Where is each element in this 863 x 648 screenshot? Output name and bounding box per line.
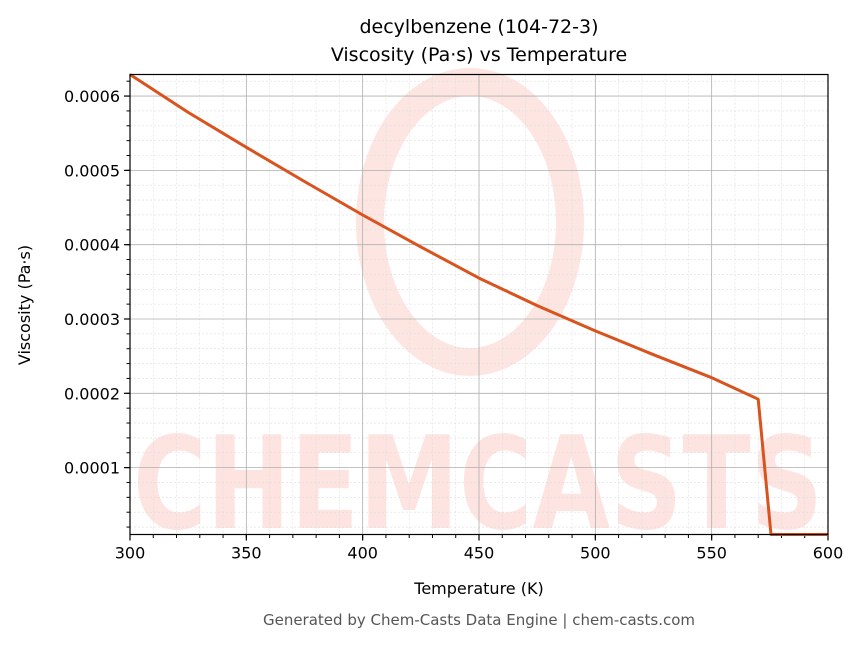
- watermark-ring: [356, 68, 584, 376]
- viscosity-line: [129, 73, 828, 536]
- x-tick-label: 600: [813, 544, 844, 563]
- x-tick-label: 450: [464, 544, 495, 563]
- y-tick-label: 0.0002: [64, 384, 120, 403]
- y-tick-label: 0.0003: [64, 310, 120, 329]
- y-tick-label: 0.0004: [64, 236, 120, 255]
- x-tick-label: 400: [347, 544, 378, 563]
- y-axis-label: Viscosity (Pa·s): [15, 245, 34, 365]
- chart-title: decylbenzene (104-72-3): [359, 16, 598, 38]
- x-axis-label: Temperature (K): [413, 579, 543, 598]
- y-tick-label: 0.0001: [64, 459, 120, 478]
- x-tick-label: 500: [580, 544, 611, 563]
- chart-subtitle: Viscosity (Pa·s) vs Temperature: [331, 44, 627, 66]
- footer-credit: Generated by Chem-Casts Data Engine | ch…: [263, 611, 695, 629]
- x-tick-label: 550: [696, 544, 727, 563]
- x-tick-label: 300: [115, 544, 146, 563]
- y-tick-label: 0.0006: [64, 87, 120, 106]
- y-tick-label: 0.0005: [64, 161, 120, 180]
- plot-frame: [129, 73, 829, 536]
- chemcasts-watermark: CHEMCASTS: [133, 68, 823, 559]
- x-tick-label: 350: [231, 544, 262, 563]
- watermark-text: CHEMCASTS: [133, 410, 823, 559]
